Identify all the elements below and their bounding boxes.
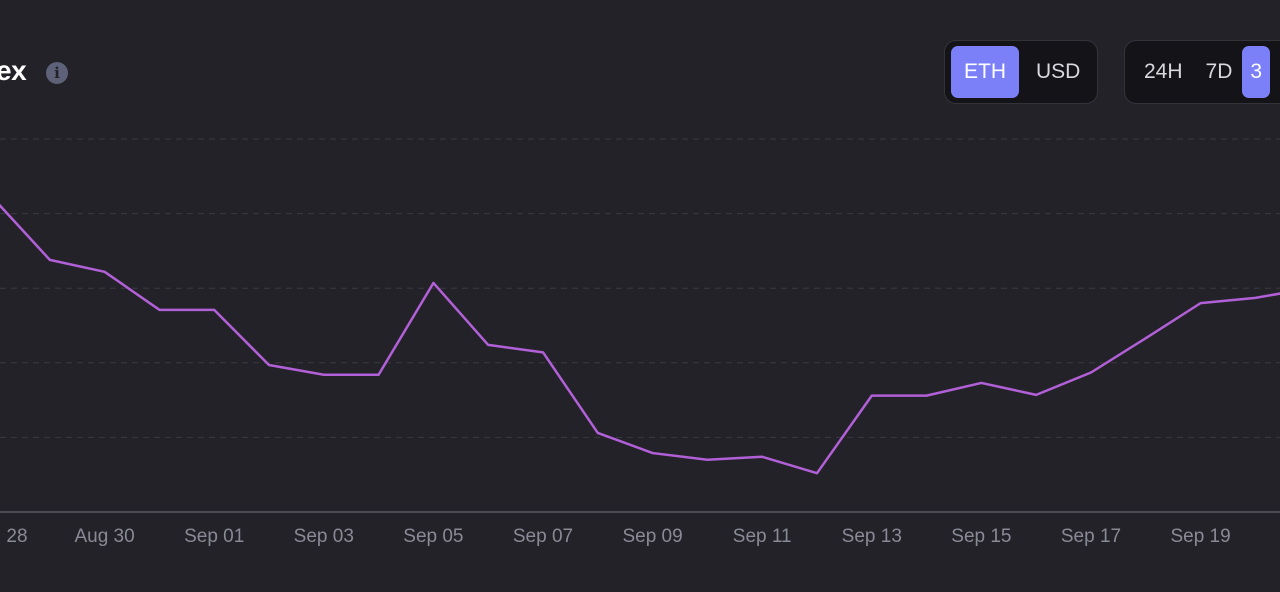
x-tick-label: Sep 07 [513, 526, 573, 547]
x-tick-label: Sep 13 [842, 526, 902, 547]
x-tick-label: Sep 05 [403, 526, 463, 547]
chart-title: ex [0, 55, 27, 86]
currency-toggle: ETH USD [944, 40, 1098, 104]
x-tick-label: 28 [6, 526, 27, 547]
x-tick-label: Sep 01 [184, 526, 244, 547]
range-toggle: 24H 7D 3 [1124, 40, 1280, 104]
usd-button[interactable]: USD [1036, 60, 1081, 83]
x-tick-label: Sep 03 [294, 526, 354, 547]
info-icon[interactable]: i [46, 62, 68, 84]
range-24h-button[interactable]: 24H [1144, 60, 1183, 83]
x-tick-label: Sep 15 [951, 526, 1011, 547]
range-30d-button[interactable]: 3 [1242, 46, 1271, 98]
x-tick-label: Aug 30 [74, 526, 134, 547]
eth-button[interactable]: ETH [951, 46, 1019, 98]
x-tick-label: Sep 09 [622, 526, 682, 547]
x-tick-label: Sep 17 [1061, 526, 1121, 547]
range-7d-button[interactable]: 7D [1205, 60, 1233, 83]
x-tick-label: Sep 11 [733, 526, 792, 547]
x-tick-label: Sep 19 [1170, 526, 1230, 547]
series-line [0, 203, 1280, 475]
